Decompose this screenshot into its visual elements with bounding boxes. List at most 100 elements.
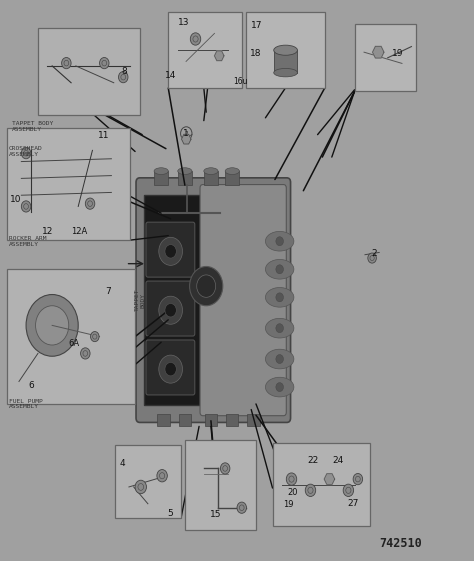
Text: FUEL PUMP
ASSEMBLY: FUEL PUMP ASSEMBLY <box>9 398 42 410</box>
Ellipse shape <box>204 168 218 174</box>
Text: 8: 8 <box>122 67 128 76</box>
Text: 24: 24 <box>333 456 344 465</box>
Text: 12A: 12A <box>72 227 88 236</box>
Circle shape <box>276 293 283 302</box>
Circle shape <box>159 237 182 265</box>
Ellipse shape <box>274 45 298 56</box>
Bar <box>225 171 239 185</box>
Text: 2: 2 <box>372 249 377 258</box>
Text: 27: 27 <box>347 499 359 508</box>
Circle shape <box>276 355 283 364</box>
Ellipse shape <box>265 378 294 397</box>
Text: CROSSHEAD
ASSEMBLY: CROSSHEAD ASSEMBLY <box>9 146 42 157</box>
Ellipse shape <box>154 168 168 174</box>
Circle shape <box>343 484 354 496</box>
Circle shape <box>286 473 297 485</box>
Circle shape <box>100 57 109 68</box>
Ellipse shape <box>265 349 294 369</box>
Circle shape <box>157 470 167 482</box>
Bar <box>115 445 181 518</box>
Text: 20: 20 <box>288 488 298 497</box>
Bar <box>179 414 191 426</box>
Text: 13: 13 <box>178 18 190 27</box>
Circle shape <box>159 355 182 383</box>
Text: 7: 7 <box>105 287 111 296</box>
FancyBboxPatch shape <box>144 195 200 405</box>
Circle shape <box>276 237 283 246</box>
Text: 6: 6 <box>28 381 34 390</box>
Bar <box>226 414 238 426</box>
Bar <box>154 171 168 185</box>
Text: 19: 19 <box>392 49 403 58</box>
Text: 16u: 16u <box>234 77 248 86</box>
Circle shape <box>353 473 363 485</box>
Circle shape <box>21 201 31 212</box>
Text: 15: 15 <box>210 511 221 519</box>
Text: 17: 17 <box>251 21 263 30</box>
Ellipse shape <box>265 319 294 338</box>
Circle shape <box>159 296 182 324</box>
Bar <box>157 414 170 426</box>
Text: 5: 5 <box>167 509 173 518</box>
Bar <box>7 128 130 240</box>
Circle shape <box>305 484 316 496</box>
Circle shape <box>276 383 283 392</box>
Bar <box>7 269 135 404</box>
Bar <box>246 12 325 88</box>
FancyBboxPatch shape <box>136 178 291 422</box>
Circle shape <box>165 245 176 258</box>
Ellipse shape <box>265 232 294 251</box>
Text: TAPPET
BODY: TAPPET BODY <box>135 289 145 311</box>
Text: 4: 4 <box>119 459 125 468</box>
FancyBboxPatch shape <box>146 281 195 336</box>
Text: 10: 10 <box>10 195 21 204</box>
Circle shape <box>237 502 246 513</box>
Circle shape <box>190 266 223 306</box>
Text: 22: 22 <box>307 456 319 465</box>
Circle shape <box>81 348 90 359</box>
Ellipse shape <box>265 288 294 307</box>
Polygon shape <box>182 134 191 144</box>
Circle shape <box>276 324 283 333</box>
Text: 1: 1 <box>183 129 189 138</box>
Circle shape <box>220 463 230 474</box>
Circle shape <box>118 71 128 83</box>
Text: 14: 14 <box>165 71 176 80</box>
Circle shape <box>165 362 176 376</box>
FancyBboxPatch shape <box>146 222 195 277</box>
Text: 6A: 6A <box>69 339 80 348</box>
Polygon shape <box>373 47 384 58</box>
Bar <box>168 12 242 88</box>
Ellipse shape <box>178 168 192 174</box>
Bar <box>355 24 416 91</box>
Text: TAPPET BODY
ASSEMBLY: TAPPET BODY ASSEMBLY <box>12 121 53 132</box>
Circle shape <box>62 57 71 68</box>
Bar <box>205 414 217 426</box>
Circle shape <box>197 275 216 297</box>
Circle shape <box>85 198 95 209</box>
Circle shape <box>91 332 99 342</box>
FancyBboxPatch shape <box>200 185 286 416</box>
Ellipse shape <box>265 259 294 279</box>
Circle shape <box>36 306 69 345</box>
Text: 11: 11 <box>98 131 109 140</box>
Circle shape <box>26 295 78 356</box>
Circle shape <box>190 33 201 45</box>
Circle shape <box>165 304 176 317</box>
Text: ROCKER ARM
ASSEMBLY: ROCKER ARM ASSEMBLY <box>9 236 46 247</box>
Bar <box>185 440 256 530</box>
Text: 19: 19 <box>283 500 293 509</box>
Text: 742510: 742510 <box>379 536 422 550</box>
Bar <box>274 50 298 73</box>
Ellipse shape <box>274 68 298 77</box>
Text: 1: 1 <box>184 131 189 136</box>
Bar <box>38 28 140 115</box>
Text: 18: 18 <box>250 49 262 58</box>
Bar <box>204 171 218 185</box>
Text: 12: 12 <box>42 227 53 236</box>
FancyBboxPatch shape <box>146 340 195 395</box>
Polygon shape <box>214 51 224 61</box>
Bar <box>178 171 192 185</box>
Circle shape <box>21 148 31 159</box>
Circle shape <box>135 480 146 494</box>
